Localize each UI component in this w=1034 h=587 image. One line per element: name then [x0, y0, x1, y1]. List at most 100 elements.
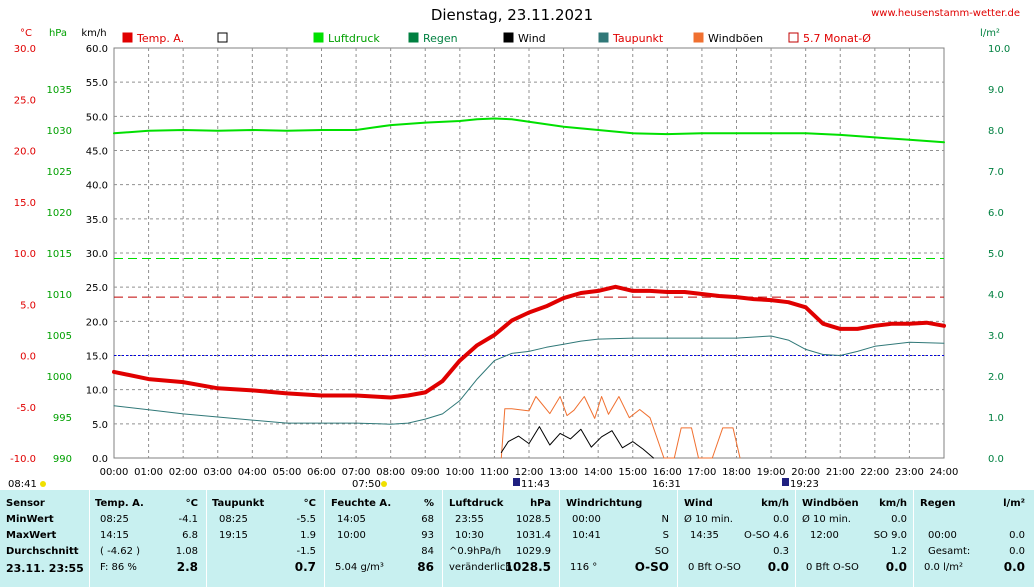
direction-avg: SO — [654, 546, 669, 557]
humidity-min: 68 — [421, 514, 434, 525]
temp-max: 6.8 — [182, 530, 198, 541]
x-tick-label: 03:00 — [203, 467, 232, 478]
temp-avg: 1.08 — [175, 546, 198, 557]
speed-tick-label: 0.0 — [92, 454, 108, 465]
temp-feel: F: 86 % — [100, 562, 137, 573]
summary-col-wind: Wind km/h Ø 10 min. 0.0 14:35 O-SO 4.6 0… — [677, 490, 795, 587]
legend-swatch — [313, 32, 324, 43]
summary-col-temp: Temp. A. °C 08:25 -4.1 14:15 6.8 ( -4.62… — [89, 490, 206, 587]
direction-header: Windrichtung — [566, 498, 643, 509]
temp-max-time: 14:15 — [100, 530, 129, 541]
x-tick-label: 10:00 — [445, 467, 474, 478]
x-tick-label: 18:00 — [722, 467, 751, 478]
temp-tick-label: 30.0 — [14, 44, 36, 55]
summary-col-dew: Taupunkt °C 08:25 -5.5 19:15 1.9 -1.5 0.… — [206, 490, 324, 587]
rain-rate: 0.0 l/m² — [924, 562, 963, 573]
pressure-max-time: 10:30 — [455, 530, 484, 541]
pressure-tick-label: 1025 — [47, 167, 72, 178]
pressure-tick-label: 1015 — [47, 249, 72, 260]
speed-tick-label: 50.0 — [86, 112, 108, 123]
legend-label: Taupunkt — [612, 32, 664, 45]
rain-max-time: 00:00 — [928, 530, 957, 541]
x-tick-label: 11:00 — [480, 467, 509, 478]
legend-label: Windböen — [708, 32, 763, 45]
rain-tick-label: 5.0 — [988, 249, 1004, 260]
rain-tick-label: 4.0 — [988, 290, 1004, 301]
legend-swatch — [598, 32, 609, 43]
pressure-tick-label: 1030 — [47, 126, 72, 137]
temp-tick-label: 5.0 — [20, 300, 36, 311]
dew-min: -5.5 — [296, 514, 316, 525]
rain-unit: l/m² — [1003, 498, 1025, 509]
sunrise-time: 08:41 — [8, 479, 37, 490]
temp-tick-label: 20.0 — [14, 147, 36, 158]
series-line-luftdruck — [113, 117, 945, 144]
summary-panel: Sensor MinWert MaxWert Durchschnitt 23.1… — [0, 490, 1034, 587]
gusts-max: SO 9.0 — [873, 530, 907, 541]
row-label-min: MinWert — [6, 514, 54, 525]
rain-header: Regen — [920, 498, 956, 509]
speed-tick-label: 30.0 — [86, 249, 108, 260]
temp-tick-label: 10.0 — [14, 249, 36, 260]
gusts-unit: km/h — [879, 498, 907, 509]
speed-tick-label: 10.0 — [86, 386, 108, 397]
series-line-taupunkt — [113, 335, 945, 425]
chart-grid — [113, 47, 945, 459]
x-tick-label: 00:00 — [100, 467, 129, 478]
speed-tick-label: 15.0 — [86, 352, 108, 363]
gusts-avg: 1.2 — [891, 546, 907, 557]
wind-unit: km/h — [761, 498, 789, 509]
rain-unit-label: l/m² — [980, 28, 1000, 39]
summary-col-rain: Regen l/m² 00:00 0.0 Gesamt: 0.0 0.0 l/m… — [913, 490, 1034, 587]
wind-bft: 0 Bft O-SO — [688, 562, 741, 573]
legend-swatch — [503, 32, 514, 43]
pressure-avg: 1029.9 — [516, 546, 551, 557]
rain-max: 0.0 — [1009, 530, 1025, 541]
direction-current: O-SO — [634, 560, 669, 574]
rain-tick-label: 7.0 — [988, 167, 1004, 178]
pressure-tick-label: 995 — [53, 413, 72, 424]
rain-tick-label: 10.0 — [988, 44, 1010, 55]
legend-label: Temp. A. — [136, 32, 184, 45]
wind-max-time: 14:35 — [690, 530, 719, 541]
x-tick-label: 20:00 — [791, 467, 820, 478]
max-gust-flag-icon — [513, 478, 520, 486]
pressure-max: 1031.4 — [516, 530, 551, 541]
rain-tick-label: 2.0 — [988, 372, 1004, 383]
dew-avg: -1.5 — [296, 546, 316, 557]
dew-max: 1.9 — [300, 530, 316, 541]
x-tick-label: 14:00 — [584, 467, 613, 478]
gusts-bft: 0 Bft O-SO — [806, 562, 859, 573]
temp-min-time: 08:25 — [100, 514, 129, 525]
rain-tick-label: 0.0 — [988, 454, 1004, 465]
pressure-min-time: 23:55 — [455, 514, 484, 525]
weather-chart: 00:00 01:00 02:00 03:00 04:00 05:00 06:00 07:00… — [8, 6, 1020, 490]
event-markers: 08:41 07:50 11:43 16:31 19:23 — [8, 478, 819, 490]
dew-header: Taupunkt — [212, 498, 265, 509]
humidity-avg: 84 — [421, 546, 434, 557]
wind-min-label: Ø 10 min. — [684, 514, 733, 525]
row-label-current: 23.11. 23:55 — [6, 562, 84, 575]
pressure-unit: hPa — [530, 498, 551, 509]
legend-label: 5.7 Monat-Ø — [803, 32, 871, 45]
wind-header: Wind — [684, 498, 713, 509]
legend-label: Regen — [423, 32, 458, 45]
pressure-state: veränderlich — [449, 562, 512, 573]
x-tick-label: 13:00 — [549, 467, 578, 478]
pressure-tick-label: 1020 — [47, 208, 72, 219]
temp-unit: °C — [185, 498, 198, 509]
pressure-trend: ^0.9hPa/h — [449, 546, 502, 557]
temp-tick-label: 0.0 — [20, 352, 36, 363]
rain-total: 0.0 — [1009, 546, 1025, 557]
humidity-header: Feuchte A. — [331, 498, 392, 509]
site-url[interactable]: www.heusenstamm-wetter.de — [871, 8, 1020, 19]
x-tick-label: 22:00 — [860, 467, 889, 478]
rain-total-label: Gesamt: — [928, 546, 971, 557]
pressure-tick-label: 1010 — [47, 290, 72, 301]
chart-title: Dienstag, 23.11.2021 — [431, 6, 593, 24]
x-tick-label: 08:00 — [376, 467, 405, 478]
summary-col-gusts: Windböen km/h Ø 10 min. 0.0 12:00 SO 9.0… — [795, 490, 913, 587]
direction-min: N — [661, 514, 669, 525]
rain-tick-label: 9.0 — [988, 85, 1004, 96]
pressure-tick-label: 1005 — [47, 331, 72, 342]
